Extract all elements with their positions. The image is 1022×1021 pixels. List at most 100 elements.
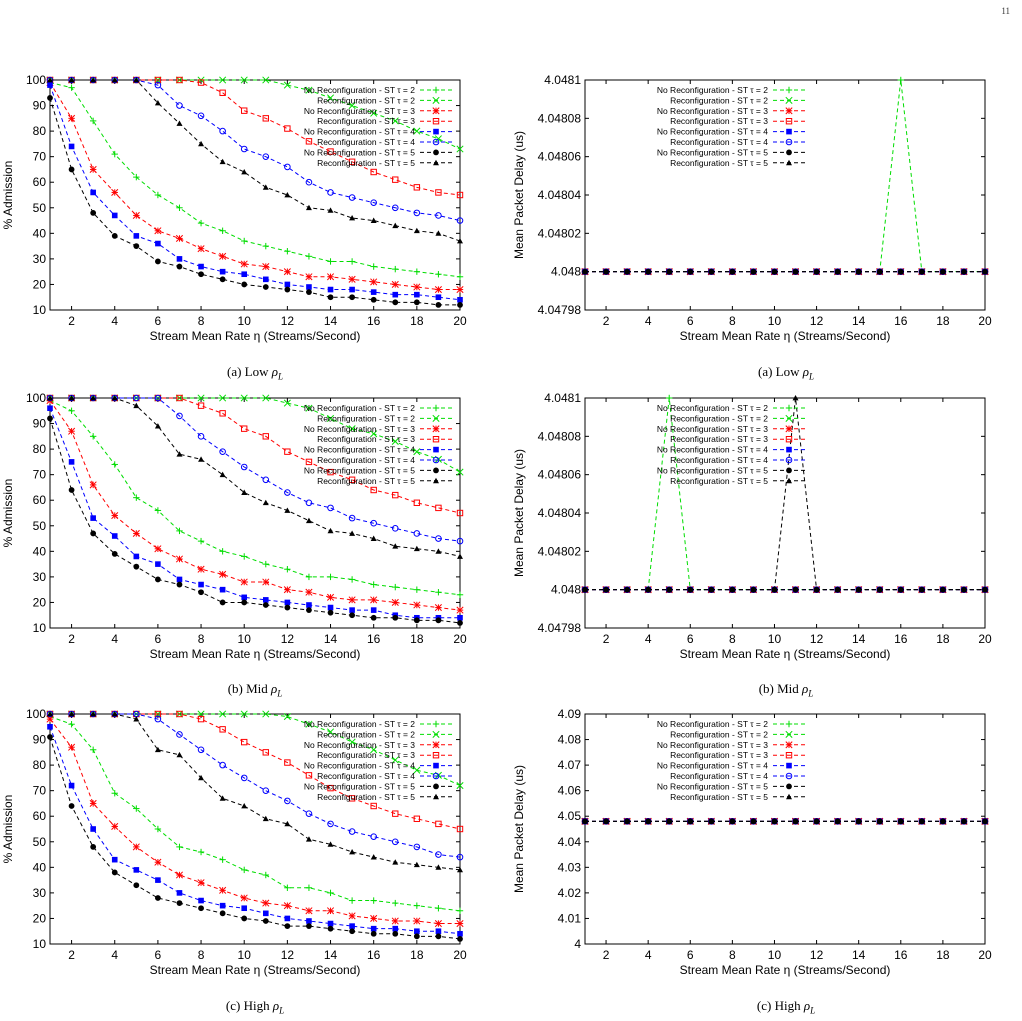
data-point [645,586,652,593]
data-point [133,402,140,409]
data-point [90,515,96,521]
data-point [68,459,75,465]
data-point [939,586,946,593]
legend-marker [433,477,439,484]
plot-area [46,76,464,308]
legend-label: No Reconfiguration - ST τ = 4 [304,445,415,455]
series-line [50,397,461,514]
data-point [176,394,183,402]
y-tick-label: 30 [33,886,47,900]
x-tick-label: 8 [729,314,736,328]
data-point [687,586,694,593]
series-1 [46,397,464,598]
data-point [284,923,291,930]
data-point [792,395,799,401]
legend-item: Reconfiguration - ST τ = 4 [317,771,452,781]
data-point [327,468,334,476]
y-tick-label: 90 [33,733,47,747]
y-tick-label: 4.04798 [538,621,582,635]
x-tick-label: 16 [367,632,381,646]
data-point [176,710,183,718]
data-point [348,425,356,433]
data-point [132,843,140,851]
y-tick-label: 4.04808 [538,429,582,443]
data-point [284,248,291,255]
data-point [306,918,312,924]
series-7 [47,415,463,626]
y-tick-label: 4.04806 [538,150,582,164]
data-point [413,184,421,191]
series-line [49,418,461,624]
x-axis-label: Stream Mean Rate η (Streams/Second) [680,329,891,343]
data-point [198,581,204,588]
data-point [241,489,248,495]
series-line [49,400,461,611]
data-point [240,394,248,402]
data-point [413,299,420,306]
legend-marker [432,138,440,146]
data-point [219,856,226,863]
legend-label: No Reconfiguration - ST τ = 4 [657,445,768,455]
plot-area [581,76,989,276]
legend-label: No Reconfiguration - ST τ = 5 [657,465,768,475]
data-point [241,866,248,874]
legend-marker [785,772,793,780]
y-tick-label: 20 [33,911,47,925]
legend-item: Reconfiguration - ST τ = 5 [317,792,452,802]
data-point [89,165,97,173]
x-tick-label: 14 [852,632,866,646]
legend-item: No Reconfiguration - ST τ = 2 [657,403,805,413]
data-point [391,756,399,764]
y-tick-label: 80 [33,442,47,456]
data-point [456,907,464,914]
x-axis-label: Stream Mean Rate η (Streams/Second) [150,329,361,343]
data-point [262,394,270,402]
legend-label: No Reconfiguration - ST τ = 3 [304,106,415,116]
data-point [219,89,226,96]
series-line [50,79,461,196]
data-point [154,746,161,753]
legend-marker [785,425,793,433]
data-point [349,286,355,293]
legend-label: No Reconfiguration - ST τ = 3 [304,424,415,434]
x-tick-label: 20 [978,632,992,646]
y-tick-label: 90 [33,417,47,431]
data-point [262,597,269,603]
data-point [111,212,118,219]
data-point [198,271,204,278]
legend-marker [785,456,793,464]
legend-item: No Reconfiguration - ST τ = 5 [657,465,805,475]
data-point [306,602,312,608]
chart-mid-admission: 10 20 30 40 50 60 70 80 90 100 2 4 6 8 10 12 14 16 18 20 Str… [1,391,467,661]
y-tick-label: 100 [26,707,46,721]
y-tick-label: 4.07 [558,758,582,772]
legend-label: Reconfiguration - ST τ = 5 [317,158,415,168]
legend-marker [432,425,440,433]
legend-marker [433,149,439,156]
data-point [133,233,140,239]
legend-marker [785,138,793,146]
data-point [283,713,291,721]
data-point [155,240,161,247]
data-point [348,912,356,920]
data-point [219,599,226,606]
caption-low-delay: (a) Low ρL [757,364,815,382]
series-1 [46,713,464,914]
data-point [348,158,356,165]
legend-item: No Reconfiguration - ST τ = 3 [657,740,805,750]
data-point [370,930,377,937]
data-point [305,573,313,581]
data-point [392,299,399,306]
data-point [219,570,227,578]
data-point [982,818,988,824]
data-point [305,138,313,145]
chart-mid-delay: 4.04798 4.048 4.04802 4.04804 4.04806 4.04808… [512,391,992,661]
data-point [219,276,226,283]
y-tick-label: 4.03 [558,860,582,874]
data-point [175,871,184,879]
legend-label: Reconfiguration - ST τ = 2 [670,413,768,423]
legend-item: Reconfiguration - ST τ = 2 [317,413,452,423]
series-line [50,713,461,787]
data-point [176,576,183,583]
legend-label: Reconfiguration - ST τ = 5 [317,476,415,486]
